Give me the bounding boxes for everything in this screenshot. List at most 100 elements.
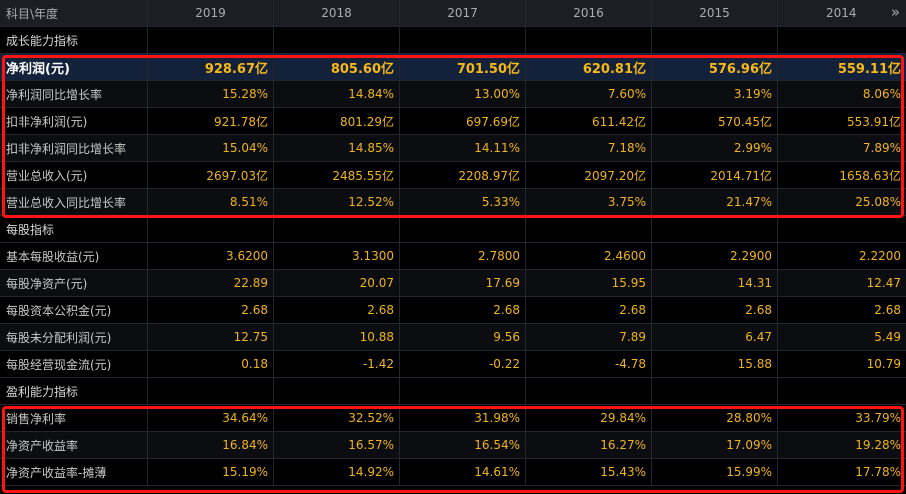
value-cell-2018: 16.57% <box>274 432 400 458</box>
section-empty-cell <box>400 378 526 404</box>
table-row[interactable]: 扣非净利润同比增长率 15.04% 14.85% 14.11% 7.18% 2.99% 7.… <box>0 135 906 162</box>
year-header-2014[interactable]: 2014 <box>826 6 857 20</box>
table-header-row: 科目\年度 2019 2018 2017 2016 2015 2014 <box>0 0 906 27</box>
section-empty-cell <box>148 216 274 242</box>
table-row[interactable]: 净利润同比增长率 15.28% 14.84% 13.00% 7.60% 3.19% 8.06… <box>0 81 906 108</box>
value-cell-2017: 14.61% <box>400 459 526 485</box>
section-empty-cell <box>148 27 274 53</box>
table-row[interactable]: 基本每股收益(元) 3.6200 3.1300 2.7800 2.4600 2.2900 2… <box>0 243 906 270</box>
value-cell-2019: 0.18 <box>148 351 274 377</box>
section-empty-cell <box>778 216 906 242</box>
value-cell-2016: 2.4600 <box>526 243 652 269</box>
section-empty-cell <box>778 27 906 53</box>
table-row[interactable]: 净资产收益率-摊薄 15.19% 14.92% 14.61% 15.43% 15.99% 1… <box>0 459 906 486</box>
value-cell-2019: 12.75 <box>148 324 274 350</box>
table-row[interactable]: 营业总收入(元) 2697.03亿 2485.55亿 2208.97亿 2097.20亿… <box>0 162 906 189</box>
value-cell-2016: 7.60% <box>526 81 652 107</box>
value-cell-2017: 17.69 <box>400 270 526 296</box>
row-label: 每股资本公积金(元) <box>0 297 148 323</box>
table-row[interactable]: 每股经营现金流(元) 0.18 -1.42 -0.22 -4.78 15.88 10.79 <box>0 351 906 378</box>
section-empty-cell <box>526 27 652 53</box>
year-header-2015[interactable]: 2015 <box>652 0 778 26</box>
table-row[interactable]: 每股未分配利润(元) 12.75 10.88 9.56 7.89 6.47 5.49 <box>0 324 906 351</box>
row-label: 每股净资产(元) <box>0 270 148 296</box>
row-label: 销售净利率 <box>0 405 148 431</box>
row-label: 扣非净利润(元) <box>0 108 148 134</box>
value-cell-2019: 15.04% <box>148 135 274 161</box>
value-cell-2016: 29.84% <box>526 405 652 431</box>
value-cell-2015: 2.99% <box>652 135 778 161</box>
section-empty-cell <box>400 27 526 53</box>
value-cell-2015: 3.19% <box>652 81 778 107</box>
value-cell-2014: 1658.63亿 <box>839 168 901 183</box>
value-cell-2018: 3.1300 <box>274 243 400 269</box>
value-cell-2018: 32.52% <box>274 405 400 431</box>
value-cell-2019: 3.6200 <box>148 243 274 269</box>
section-empty-cell <box>526 216 652 242</box>
year-header-2016[interactable]: 2016 <box>526 0 652 26</box>
value-cell-2016: 2.68 <box>526 297 652 323</box>
value-cell-2015: 2.68 <box>652 297 778 323</box>
year-header-2017[interactable]: 2017 <box>400 0 526 26</box>
value-cell-2017: 701.50亿 <box>400 54 526 80</box>
value-cell-2015: 6.47 <box>652 324 778 350</box>
value-cell-2017: 5.33% <box>400 189 526 215</box>
value-cell-2016: 15.43% <box>526 459 652 485</box>
value-cell-2016: 7.18% <box>526 135 652 161</box>
value-cell-2018: 12.52% <box>274 189 400 215</box>
value-cell-2014: 5.49 <box>778 324 906 350</box>
value-cell-2015: 15.99% <box>652 459 778 485</box>
year-header-2019[interactable]: 2019 <box>148 0 274 26</box>
row-label: 净资产收益率 <box>0 432 148 458</box>
value-cell-2019: 34.64% <box>148 405 274 431</box>
value-cell-2016: 3.75% <box>526 189 652 215</box>
table-row[interactable]: 扣非净利润(元) 921.78亿 801.29亿 697.69亿 611.42亿 570.… <box>0 108 906 135</box>
value-cell-2014: 2.68 <box>874 303 901 317</box>
value-cell-2017: 13.00% <box>400 81 526 107</box>
value-cell-2018: 14.92% <box>274 459 400 485</box>
table-row[interactable]: 净利润(元) 928.67亿 805.60亿 701.50亿 620.81亿 576.96… <box>0 54 906 81</box>
row-label: 扣非净利润同比增长率 <box>0 135 148 161</box>
value-cell-2018: 801.29亿 <box>274 108 400 134</box>
section-empty-cell <box>652 378 778 404</box>
value-cell-2019: 22.89 <box>148 270 274 296</box>
value-cell-2016: 16.27% <box>526 432 652 458</box>
value-cell-2014: 12.47 <box>778 270 906 296</box>
section-empty-cell <box>148 378 274 404</box>
value-cell-2019: 8.51% <box>148 189 274 215</box>
table-row[interactable]: 销售净利率 34.64% 32.52% 31.98% 29.84% 28.80% 33.79… <box>0 405 906 432</box>
year-header-2018[interactable]: 2018 <box>274 0 400 26</box>
value-cell-2015: 15.88 <box>652 351 778 377</box>
value-cell-2014: 19.28% <box>778 432 906 458</box>
value-cell-2016: 2097.20亿 <box>526 162 652 188</box>
double-chevron-right-icon[interactable]: » <box>890 3 900 21</box>
value-cell-2018: 20.07 <box>274 270 400 296</box>
value-cell-2018: 14.84% <box>274 81 400 107</box>
value-cell-2016: 620.81亿 <box>526 54 652 80</box>
row-label: 净利润同比增长率 <box>0 81 148 107</box>
value-cell-2017: 697.69亿 <box>400 108 526 134</box>
value-cell-2018: 805.60亿 <box>274 54 400 80</box>
table-row[interactable]: 每股净资产(元) 22.89 20.07 17.69 15.95 14.31 12.47 <box>0 270 906 297</box>
value-cell-2015: 570.45亿 <box>652 108 778 134</box>
value-cell-2015: 2.2900 <box>652 243 778 269</box>
value-cell-2015: 14.31 <box>652 270 778 296</box>
row-label: 净利润(元) <box>0 54 148 80</box>
table-row[interactable]: 每股资本公积金(元) 2.68 2.68 2.68 2.68 2.68 2.68 <box>0 297 906 324</box>
table-row[interactable]: 净资产收益率 16.84% 16.57% 16.54% 16.27% 17.09% 19.2… <box>0 432 906 459</box>
row-label: 基本每股收益(元) <box>0 243 148 269</box>
value-cell-2017: 31.98% <box>400 405 526 431</box>
value-cell-2017: -0.22 <box>400 351 526 377</box>
value-cell-2016: 15.95 <box>526 270 652 296</box>
value-cell-2018: 14.85% <box>274 135 400 161</box>
value-cell-2018: 10.88 <box>274 324 400 350</box>
row-label: 每股经营现金流(元) <box>0 351 148 377</box>
section-empty-cell <box>274 27 400 53</box>
section-empty-cell <box>400 216 526 242</box>
row-label: 营业总收入同比增长率 <box>0 189 148 215</box>
value-cell-2014: 33.79% <box>855 411 901 425</box>
section-title: 盈利能力指标 <box>0 378 148 404</box>
table-row[interactable]: 营业总收入同比增长率 8.51% 12.52% 5.33% 3.75% 21.47% 25.… <box>0 189 906 216</box>
value-cell-2016: 611.42亿 <box>526 108 652 134</box>
